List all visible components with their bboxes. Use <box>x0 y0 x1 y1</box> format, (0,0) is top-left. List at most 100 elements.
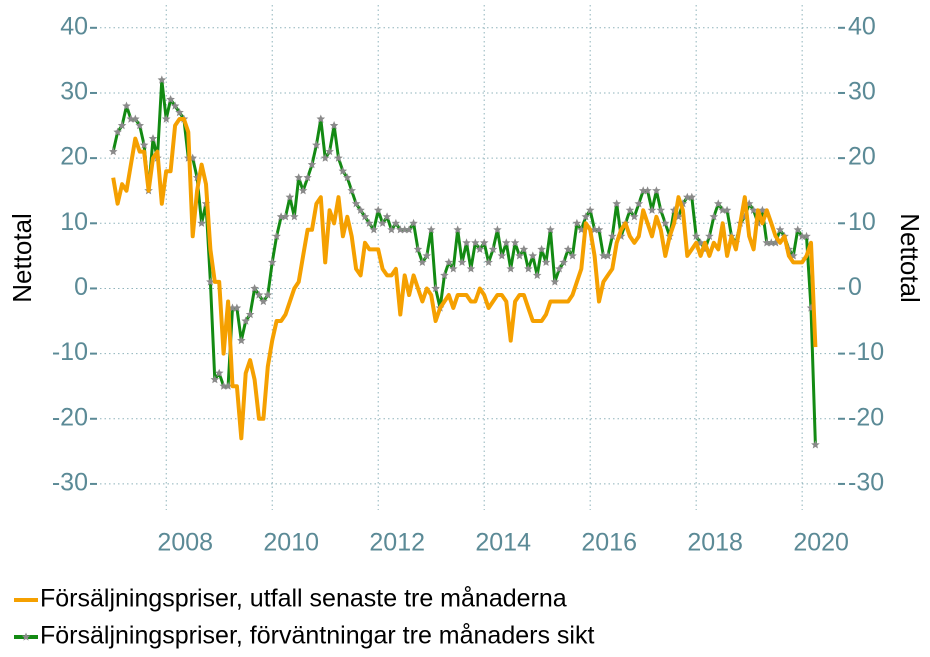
series-marker <box>343 173 352 182</box>
series-marker <box>170 101 180 110</box>
series-marker <box>581 212 591 221</box>
series-marker <box>245 310 255 319</box>
series-marker <box>608 231 617 240</box>
series-marker <box>603 251 613 260</box>
y-axis-title: Nettotal <box>7 213 37 303</box>
series-marker <box>475 244 485 253</box>
legend-marker <box>21 632 31 641</box>
x-tick-label: 2014 <box>475 529 531 557</box>
x-tick-label: 2016 <box>581 529 637 557</box>
y-tick-label: 0 <box>74 273 88 301</box>
series-marker <box>290 212 299 221</box>
series-marker <box>139 140 149 149</box>
y-tick-label: -30 <box>52 469 88 497</box>
x-tick-label: 2012 <box>369 529 425 557</box>
series-marker <box>550 277 560 286</box>
series-marker <box>674 212 683 221</box>
series-marker <box>683 192 692 201</box>
series-marker <box>497 251 507 260</box>
series-marker <box>541 257 551 266</box>
series-marker <box>762 238 772 247</box>
series-marker <box>775 225 785 234</box>
series-marker <box>263 290 273 299</box>
series-marker <box>162 114 171 123</box>
series-marker <box>678 199 688 208</box>
series-marker <box>687 192 696 201</box>
series-marker <box>440 270 449 280</box>
series-marker <box>532 270 542 280</box>
y-tick-label: 30 <box>60 78 88 106</box>
series-marker <box>457 257 467 266</box>
y-tick-label: 10 <box>60 208 88 236</box>
series-marker <box>197 218 206 227</box>
series-marker <box>320 153 330 162</box>
series-marker <box>241 316 250 325</box>
series-marker <box>811 440 820 449</box>
series-marker <box>276 212 286 221</box>
series-marker <box>691 231 701 240</box>
series-marker <box>444 257 454 266</box>
series-marker <box>449 264 458 273</box>
series-marker <box>612 199 621 208</box>
series-marker <box>506 264 515 273</box>
series-marker <box>630 212 639 221</box>
y2-tick-label: 10 <box>848 208 876 236</box>
series-marker <box>365 218 374 227</box>
series-marker <box>131 114 140 123</box>
series-marker <box>488 244 498 253</box>
series-marker <box>594 225 604 234</box>
series-marker <box>528 251 538 260</box>
series-marker <box>789 251 798 260</box>
series-marker <box>157 75 167 84</box>
series-marker <box>369 225 379 234</box>
series-marker <box>210 375 220 384</box>
series-marker <box>771 238 780 247</box>
series-marker <box>758 205 767 214</box>
series-marker <box>802 231 811 240</box>
series-marker <box>767 238 776 247</box>
series-line <box>111 117 818 441</box>
series-marker <box>281 212 290 221</box>
series-marker <box>524 264 533 273</box>
legend-label: Försäljningspriser, utfall senaste tre m… <box>40 585 567 613</box>
series-marker <box>378 218 387 227</box>
series-marker <box>413 244 423 253</box>
y2-tick-label: -10 <box>848 338 884 366</box>
y-tick-label: 20 <box>60 143 88 171</box>
series-marker <box>391 218 401 227</box>
series-marker <box>426 225 436 234</box>
series-marker <box>568 251 577 260</box>
series-marker <box>109 147 118 156</box>
series-marker <box>471 238 480 247</box>
series-marker <box>166 95 175 104</box>
series-marker <box>749 205 758 214</box>
series-marker <box>334 153 343 162</box>
series-marker <box>797 231 807 240</box>
series-marker <box>718 205 727 214</box>
series-marker <box>537 244 546 253</box>
y2-tick-label: 30 <box>848 78 876 106</box>
series-marker <box>316 114 326 123</box>
y-tick-label: -10 <box>52 338 88 366</box>
series-marker <box>806 303 816 312</box>
series-marker <box>714 199 723 208</box>
series-marker <box>285 192 295 201</box>
series-marker <box>625 205 635 214</box>
series-marker <box>400 225 409 234</box>
series-marker <box>652 186 661 195</box>
series-marker <box>409 218 418 227</box>
x-tick-label: 2020 <box>793 529 849 557</box>
series-marker <box>559 257 568 266</box>
series-marker <box>122 101 131 110</box>
series-marker <box>466 264 476 273</box>
y2-tick-label: 40 <box>848 12 876 40</box>
series-marker <box>215 368 224 377</box>
y2-tick-label: 0 <box>848 273 862 301</box>
series-marker <box>502 238 511 247</box>
series-marker <box>373 205 383 214</box>
series-marker <box>387 225 396 234</box>
series-marker <box>793 225 802 234</box>
series-marker <box>585 205 595 214</box>
series-marker <box>307 160 317 169</box>
